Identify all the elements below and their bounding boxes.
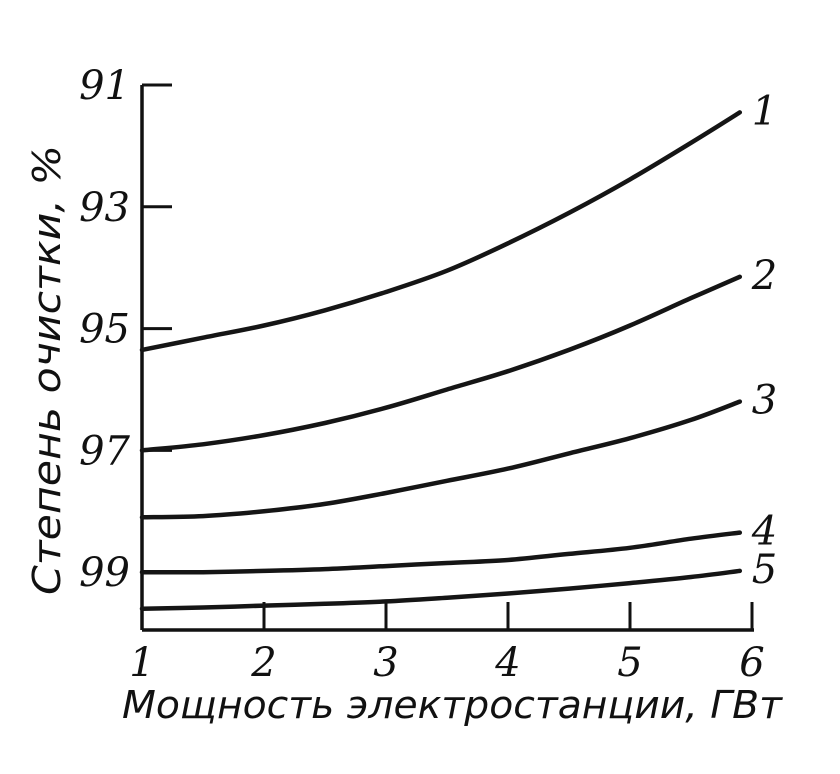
y-tick-label: 95 bbox=[79, 307, 130, 353]
series-label-1: 1 bbox=[752, 88, 777, 134]
ticks bbox=[142, 83, 754, 630]
x-tick-label: 5 bbox=[617, 640, 642, 686]
series-labels: 1 2 3 45 bbox=[751, 88, 777, 593]
series-line-4 bbox=[139, 530, 743, 575]
x-tick-label: 3 bbox=[373, 640, 398, 686]
curves bbox=[139, 110, 743, 611]
tick-labels: 91 93 95 97 99 1 2 3 4 5 6 bbox=[79, 63, 765, 686]
x-tick-label: 4 bbox=[494, 640, 520, 686]
series-line-2 bbox=[139, 274, 743, 453]
x-axis-label: Мощность электростанции, ГВт bbox=[122, 683, 784, 727]
y-tick-label: 91 bbox=[79, 63, 130, 109]
series-label-3: 3 bbox=[752, 378, 777, 424]
series-line-3 bbox=[139, 399, 743, 520]
series-label-4: 4 bbox=[751, 509, 777, 555]
series-label-2: 2 bbox=[751, 253, 777, 299]
y-axis-label: Степень очистки, % bbox=[25, 145, 69, 595]
x-tick-label: 6 bbox=[739, 640, 764, 686]
y-tick-label: 99 bbox=[79, 550, 130, 596]
axes bbox=[140, 85, 754, 632]
y-tick-label: 97 bbox=[79, 428, 130, 474]
series-label-5: 5 bbox=[752, 547, 777, 593]
y-tick-label: 93 bbox=[79, 185, 130, 231]
x-tick-label: 2 bbox=[250, 640, 276, 686]
series-line-1 bbox=[139, 110, 743, 353]
x-tick-label: 1 bbox=[129, 640, 154, 686]
series-line-5 bbox=[139, 568, 743, 611]
